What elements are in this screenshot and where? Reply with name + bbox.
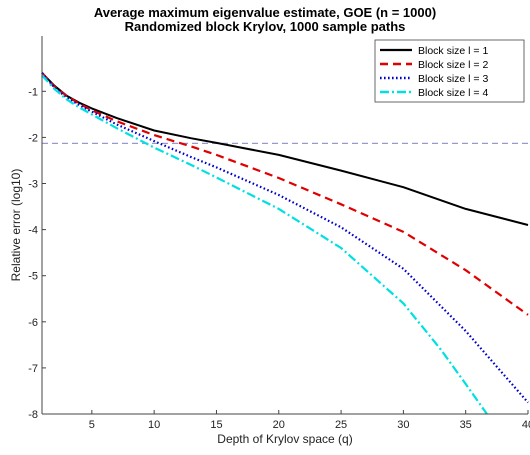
series-line-2 [41, 72, 529, 316]
chart-title: Average maximum eigenvalue estimate, GOE… [94, 5, 436, 20]
x-tick-label: 20 [273, 419, 285, 431]
legend-label-4: Block size l = 4 [418, 87, 488, 99]
y-tick-label: -2 [28, 132, 38, 144]
y-tick-label: -7 [28, 363, 38, 375]
legend: Block size l = 1 Block size l = 2 Block si… [374, 39, 525, 103]
x-tick-label: 25 [335, 419, 347, 431]
x-tick-label: 35 [460, 419, 472, 431]
y-tick-label: -3 [28, 179, 38, 191]
x-axis-label: Depth of Krylov space (q) [217, 432, 352, 446]
y-tick-label: -1 [28, 86, 38, 98]
x-tick-label: 30 [397, 419, 409, 431]
x-tick-label: 15 [210, 419, 222, 431]
x-tick-label: 5 [89, 419, 95, 431]
legend-label-3: Block size l = 3 [418, 73, 488, 85]
legend-label-2: Block size l = 2 [418, 59, 488, 71]
series-line-4 [41, 74, 488, 415]
y-axis-label: Relative error (log10) [9, 169, 23, 282]
x-tick-label: 10 [148, 419, 160, 431]
series-line-3 [41, 72, 529, 404]
x-tick-label: 40 [522, 419, 530, 431]
series-line-1 [41, 72, 529, 226]
y-tick-label: -8 [28, 409, 38, 421]
x-ticks: 5 10 15 20 25 30 35 40 [89, 410, 530, 431]
y-ticks: -8 -7 -6 -5 -4 -3 -2 -1 [28, 86, 46, 421]
series-layer [41, 72, 529, 415]
legend-label-1: Block size l = 1 [418, 45, 488, 57]
y-tick-label: -6 [28, 317, 38, 329]
chart-subtitle: Randomized block Krylov, 1000 sample pat… [125, 19, 406, 34]
y-tick-label: -5 [28, 271, 38, 283]
y-tick-label: -4 [28, 225, 38, 237]
